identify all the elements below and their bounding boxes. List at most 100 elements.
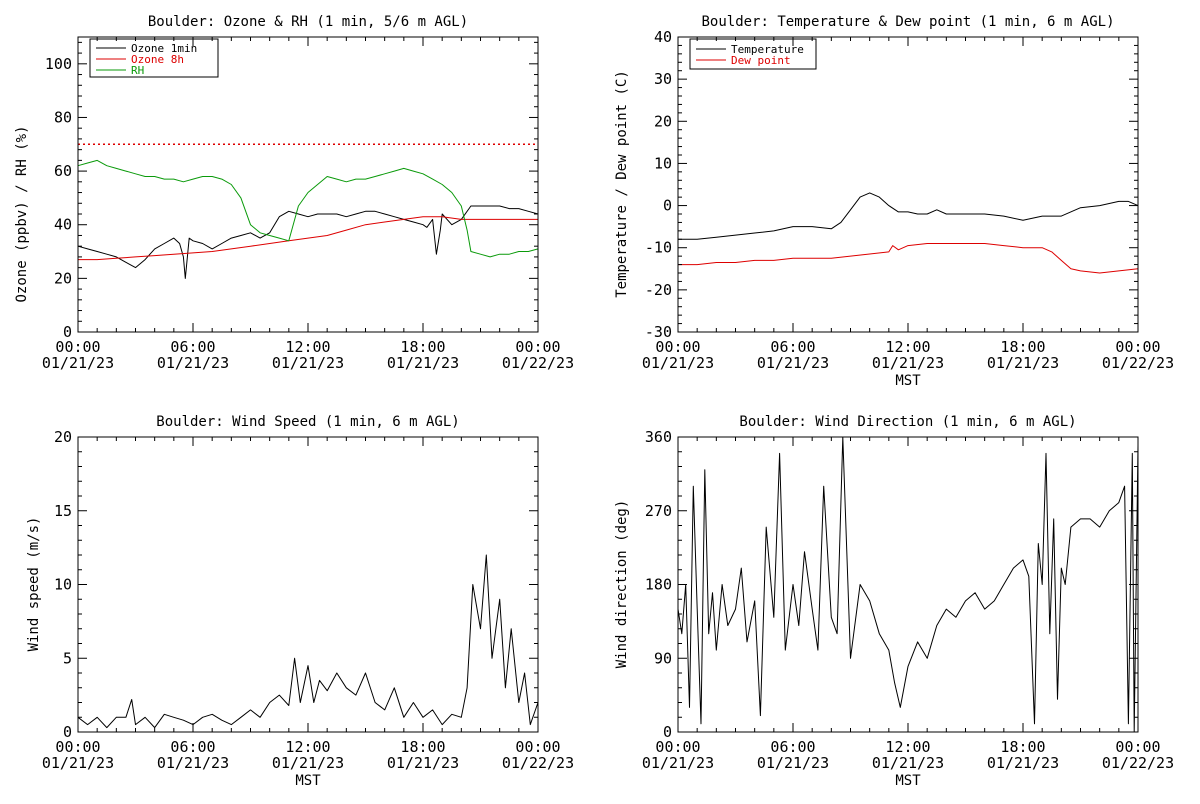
x-tick-label-time: 18:00 bbox=[1000, 738, 1045, 756]
x-tick-label-date: 01/21/23 bbox=[757, 354, 829, 372]
y-tick-label: 20 bbox=[54, 269, 72, 287]
x-tick-label-time: 18:00 bbox=[400, 338, 445, 356]
x-tick-label-time: 18:00 bbox=[1000, 338, 1045, 356]
temperature-dewpoint-chart: Boulder: Temperature & Dew point (1 min,… bbox=[614, 14, 1174, 389]
y-tick-label: 0 bbox=[663, 723, 672, 741]
y-tick-label: 15 bbox=[54, 502, 72, 520]
series-line-2 bbox=[77, 159, 539, 258]
ozone-rh-chart: Boulder: Ozone & RH (1 min, 5/6 m AGL) O… bbox=[14, 14, 574, 372]
series-line-0 bbox=[77, 205, 539, 279]
x-tick-label-date: 01/21/23 bbox=[872, 754, 944, 772]
x-tick-label-date: 01/21/23 bbox=[872, 354, 944, 372]
x-tick-label-date: 01/22/23 bbox=[502, 754, 574, 772]
x-tick-label-date: 01/21/23 bbox=[272, 754, 344, 772]
series-line-1 bbox=[78, 216, 538, 261]
series-line-0 bbox=[77, 554, 539, 729]
y-axis-label: Ozone (ppbv) / RH (%) bbox=[14, 125, 30, 302]
y-axis-label: Temperature / Dew point (C) bbox=[614, 70, 630, 298]
x-tick-label-date: 01/21/23 bbox=[987, 354, 1059, 372]
x-tick-label-time: 00:00 bbox=[1115, 738, 1160, 756]
x-tick-label-date: 01/21/23 bbox=[387, 754, 459, 772]
y-tick-label: -10 bbox=[645, 239, 672, 257]
x-tick-label-time: 12:00 bbox=[285, 338, 330, 356]
chart-title: Boulder: Wind Speed (1 min, 6 m AGL) bbox=[156, 414, 459, 430]
x-tick-label-time: 00:00 bbox=[655, 338, 700, 356]
y-tick-label: 0 bbox=[63, 723, 72, 741]
x-tick-label-date: 01/22/23 bbox=[1102, 754, 1174, 772]
series-line-1 bbox=[678, 243, 1139, 274]
wind-direction-chart: Boulder: Wind Direction (1 min, 6 m AGL)… bbox=[614, 414, 1174, 789]
y-tick-label: 80 bbox=[54, 108, 72, 126]
legend-item-rh: RH bbox=[131, 64, 144, 77]
series-line-0 bbox=[677, 436, 1139, 733]
x-tick-label-time: 06:00 bbox=[170, 338, 215, 356]
legend: Temperature Dew point bbox=[689, 38, 817, 70]
x-axis-label: MST bbox=[295, 773, 321, 789]
plot-frame bbox=[77, 436, 539, 733]
chart-title: Boulder: Ozone & RH (1 min, 5/6 m AGL) bbox=[148, 14, 468, 30]
plot-frame bbox=[677, 36, 1139, 333]
y-tick-label: 40 bbox=[654, 28, 672, 46]
x-tick-label-time: 12:00 bbox=[885, 338, 930, 356]
x-tick-label-time: 12:00 bbox=[285, 738, 330, 756]
chart-title: Boulder: Temperature & Dew point (1 min,… bbox=[701, 14, 1114, 30]
x-tick-label-time: 00:00 bbox=[515, 338, 560, 356]
legend-item-temperature: Temperature bbox=[731, 43, 804, 56]
y-tick-label: 40 bbox=[54, 216, 72, 234]
x-tick-label-date: 01/21/23 bbox=[987, 754, 1059, 772]
y-tick-label: 20 bbox=[54, 428, 72, 446]
legend-item-ozone-8h: Ozone 8h bbox=[131, 53, 184, 66]
y-tick-label: 10 bbox=[654, 154, 672, 172]
y-tick-label: 20 bbox=[654, 112, 672, 130]
y-tick-label: 0 bbox=[63, 323, 72, 341]
x-tick-label-time: 06:00 bbox=[770, 738, 815, 756]
x-axis-label: MST bbox=[895, 373, 921, 389]
y-axis-label: Wind direction (deg) bbox=[614, 500, 630, 669]
x-tick-label-time: 06:00 bbox=[170, 738, 215, 756]
y-tick-label: 90 bbox=[654, 649, 672, 667]
x-tick-label-date: 01/21/23 bbox=[642, 754, 714, 772]
y-tick-label: 100 bbox=[45, 55, 72, 73]
x-tick-label-date: 01/22/23 bbox=[1102, 354, 1174, 372]
x-axis-label: MST bbox=[895, 773, 921, 789]
x-tick-label-date: 01/21/23 bbox=[157, 354, 229, 372]
legend-box bbox=[689, 38, 817, 70]
wind-speed-chart: Boulder: Wind Speed (1 min, 6 m AGL) Win… bbox=[26, 414, 574, 789]
series-line-0 bbox=[678, 192, 1139, 240]
y-tick-label: 180 bbox=[645, 576, 672, 594]
y-tick-label: 360 bbox=[645, 428, 672, 446]
x-tick-label-time: 06:00 bbox=[770, 338, 815, 356]
plot-frame bbox=[77, 36, 539, 333]
legend-item-dew-point: Dew point bbox=[731, 54, 791, 67]
y-tick-label: 10 bbox=[54, 576, 72, 594]
y-tick-label: -20 bbox=[645, 281, 672, 299]
y-tick-label: -30 bbox=[645, 323, 672, 341]
x-tick-label-time: 00:00 bbox=[515, 738, 560, 756]
legend-box bbox=[89, 38, 219, 78]
x-tick-label-date: 01/21/23 bbox=[757, 754, 829, 772]
x-tick-label-time: 00:00 bbox=[655, 738, 700, 756]
x-tick-label-date: 01/21/23 bbox=[642, 354, 714, 372]
x-tick-label-date: 01/22/23 bbox=[502, 354, 574, 372]
legend-item-ozone-1min: Ozone 1min bbox=[131, 42, 197, 55]
x-tick-label-time: 00:00 bbox=[55, 738, 100, 756]
y-tick-label: 270 bbox=[645, 502, 672, 520]
x-tick-label-date: 01/21/23 bbox=[387, 354, 459, 372]
plot-frame bbox=[677, 436, 1139, 733]
x-tick-label-time: 00:00 bbox=[55, 338, 100, 356]
x-tick-label-time: 12:00 bbox=[885, 738, 930, 756]
y-tick-label: 0 bbox=[663, 197, 672, 215]
x-tick-label-date: 01/21/23 bbox=[272, 354, 344, 372]
y-tick-label: 60 bbox=[54, 162, 72, 180]
y-tick-label: 5 bbox=[63, 649, 72, 667]
legend: Ozone 1min Ozone 8h RH bbox=[89, 38, 219, 78]
y-axis-label: Wind speed (m/s) bbox=[26, 517, 42, 652]
y-tick-label: 30 bbox=[654, 70, 672, 88]
chart-title: Boulder: Wind Direction (1 min, 6 m AGL) bbox=[739, 414, 1076, 430]
x-tick-label-time: 00:00 bbox=[1115, 338, 1160, 356]
x-tick-label-date: 01/21/23 bbox=[42, 354, 114, 372]
x-tick-label-time: 18:00 bbox=[400, 738, 445, 756]
x-tick-label-date: 01/21/23 bbox=[42, 754, 114, 772]
